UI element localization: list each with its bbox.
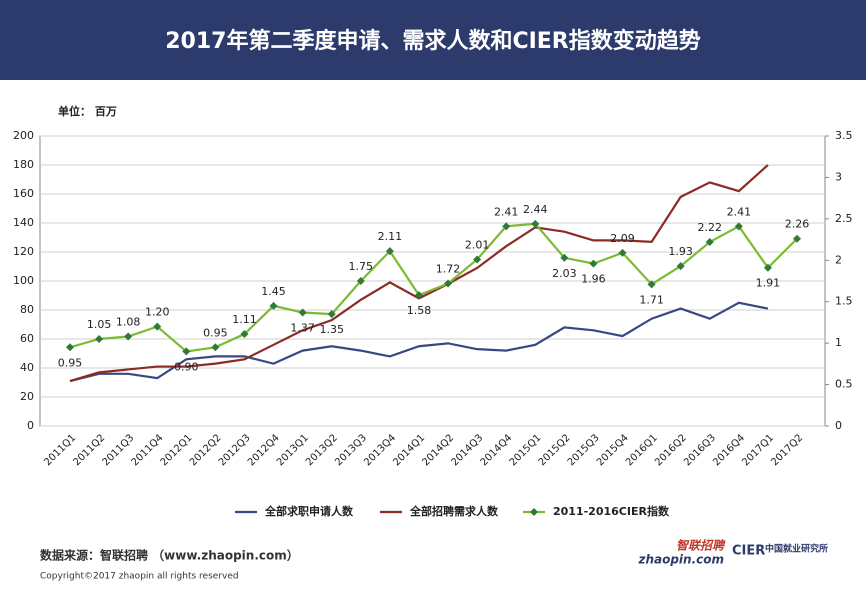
- copyright: Copyright©2017 zhaopin all rights reserv…: [40, 572, 239, 582]
- chart-title: 2017年第二季度申请、需求人数和CIER指数变动趋势: [165, 28, 701, 54]
- data-label: 1.08: [116, 316, 141, 329]
- point-marker: [647, 280, 656, 289]
- data-label: 1.93: [668, 245, 693, 258]
- data-label: 1.37: [290, 321, 315, 334]
- y-tick-label: 120: [13, 245, 34, 258]
- point-marker: [414, 291, 423, 300]
- data-label: 1.72: [436, 262, 461, 275]
- point-marker: [560, 253, 569, 262]
- legend-label: 全部招聘需求人数: [409, 504, 499, 518]
- data-label: 2.22: [698, 221, 723, 234]
- data-label: 1.58: [407, 304, 432, 317]
- data-label: 2.44: [523, 203, 548, 216]
- data-label: 2.03: [552, 267, 577, 280]
- y2-tick-label: 1: [835, 336, 842, 349]
- data-label: 2.01: [465, 238, 490, 251]
- data-label: 2.41: [494, 205, 519, 218]
- point-marker: [444, 279, 453, 288]
- y-tick-label: 100: [13, 274, 34, 287]
- logo: CIER: [732, 544, 765, 559]
- point-marker: [531, 219, 540, 228]
- point-marker: [502, 222, 511, 231]
- data-label: 1.75: [349, 260, 374, 273]
- point-marker: [269, 301, 278, 310]
- point-marker: [298, 308, 307, 317]
- y2-tick-label: 0: [835, 419, 842, 432]
- header-band: [0, 0, 866, 80]
- series-line: [69, 301, 769, 383]
- data-label: 1.35: [319, 323, 344, 336]
- data-label: 0.95: [58, 356, 83, 369]
- y-tick-label: 40: [20, 361, 34, 374]
- legend-label: 2011-2016CIER指数: [553, 504, 670, 518]
- y-tick-label: 20: [20, 390, 34, 403]
- y2-tick-label: 3: [835, 170, 842, 183]
- point-marker: [793, 234, 801, 243]
- data-label: 2.41: [727, 205, 752, 218]
- point-marker: [385, 247, 394, 256]
- y2-tick-label: 3.5: [835, 129, 853, 142]
- point-marker: [763, 263, 772, 272]
- source: 数据来源：智联招聘 （www.zhaopin.com）: [40, 548, 299, 563]
- y-tick-label: 80: [20, 303, 34, 316]
- point-marker: [182, 347, 191, 356]
- y2-tick-label: 0.5: [835, 378, 853, 391]
- data-label: 0.95: [203, 326, 228, 339]
- data-label: 1.05: [87, 318, 112, 331]
- y-tick-label: 140: [13, 216, 34, 229]
- series-line: [69, 164, 769, 383]
- point-marker: [618, 248, 627, 257]
- unit-label: 单位： 百万: [58, 104, 117, 118]
- legend-label: 全部求职申请人数: [264, 504, 354, 518]
- point-marker: [95, 335, 104, 343]
- y2-tick-label: 2: [835, 253, 842, 266]
- data-label: 1.20: [145, 306, 170, 319]
- data-label: 2.09: [610, 232, 635, 245]
- data-label: 1.71: [639, 293, 664, 306]
- data-label: 1.96: [581, 273, 606, 286]
- point-marker: [705, 238, 714, 247]
- point-marker: [676, 262, 685, 271]
- y-tick-label: 0: [27, 419, 34, 432]
- point-marker: [356, 277, 365, 285]
- y2-tick-label: 2.5: [835, 212, 853, 225]
- data-label: 2.26: [785, 218, 810, 231]
- point-marker: [153, 322, 162, 331]
- point-marker: [211, 343, 220, 352]
- point-marker: [124, 332, 133, 341]
- point-marker: [66, 343, 74, 352]
- logo: zhaopin.com: [637, 553, 724, 567]
- series-line: [69, 222, 798, 353]
- point-marker: [327, 310, 336, 319]
- logo: 中国就业研究所: [765, 543, 828, 555]
- point-marker: [473, 255, 482, 264]
- data-label: 2.11: [378, 230, 403, 243]
- y-tick-label: 160: [13, 187, 34, 200]
- x-tick-label: 2017Q2: [769, 432, 805, 468]
- data-label: 0.90: [174, 360, 199, 373]
- y-tick-label: 180: [13, 158, 34, 171]
- y2-tick-label: 1.5: [835, 295, 853, 308]
- logo: 智联招聘: [676, 539, 726, 553]
- data-label: 1.45: [261, 285, 286, 298]
- data-label: 1.11: [232, 313, 257, 326]
- point-marker: [734, 222, 743, 231]
- y-tick-label: 200: [13, 129, 34, 142]
- y-tick-label: 60: [20, 332, 34, 345]
- point-marker: [589, 259, 598, 268]
- point-marker: [240, 330, 249, 339]
- legend-marker: [530, 508, 538, 516]
- data-label: 1.91: [756, 277, 781, 290]
